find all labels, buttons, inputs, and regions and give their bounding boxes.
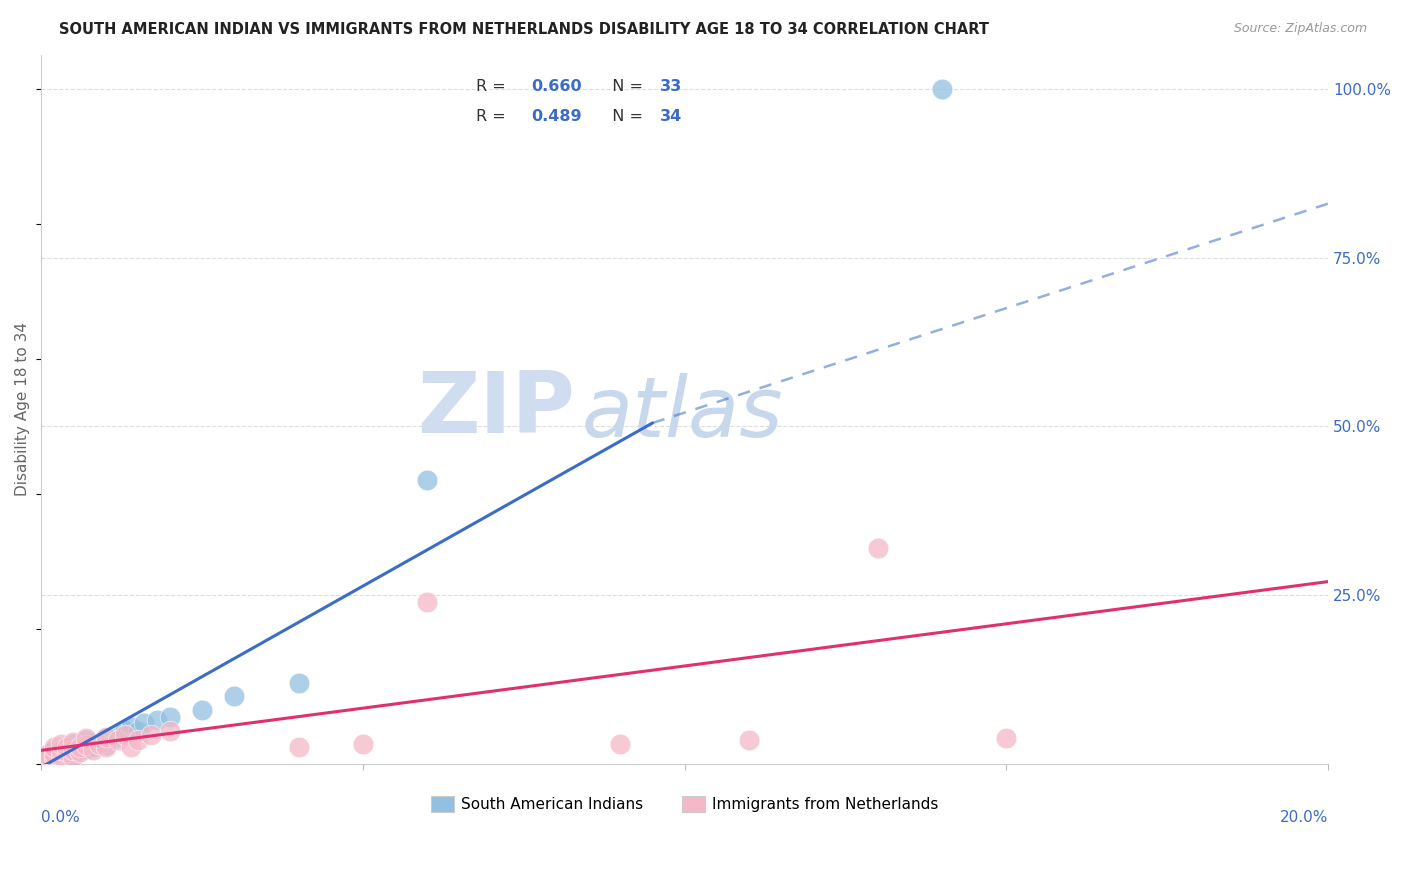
Text: N =: N = <box>602 110 648 124</box>
Point <box>49 745 72 759</box>
Point <box>75 738 97 752</box>
Point <box>94 738 117 752</box>
Point <box>49 750 72 764</box>
Point <box>287 676 309 690</box>
Point <box>416 474 439 488</box>
Point <box>37 750 59 764</box>
Text: R =: R = <box>477 78 512 94</box>
Point <box>995 731 1018 746</box>
Point <box>352 737 374 751</box>
Point <box>609 737 631 751</box>
Point <box>56 747 79 761</box>
Point <box>75 733 97 747</box>
Point <box>82 743 104 757</box>
Point <box>62 750 84 764</box>
Text: R =: R = <box>477 110 512 124</box>
Y-axis label: Disability Age 18 to 34: Disability Age 18 to 34 <box>15 323 30 497</box>
Point <box>62 748 84 763</box>
Text: 33: 33 <box>661 78 682 94</box>
Point <box>82 739 104 754</box>
Text: SOUTH AMERICAN INDIAN VS IMMIGRANTS FROM NETHERLANDS DISABILITY AGE 18 TO 34 COR: SOUTH AMERICAN INDIAN VS IMMIGRANTS FROM… <box>59 22 988 37</box>
Text: Source: ZipAtlas.com: Source: ZipAtlas.com <box>1233 22 1367 36</box>
Point <box>287 739 309 754</box>
Point <box>69 743 91 757</box>
Point <box>127 733 149 747</box>
Text: 0.489: 0.489 <box>531 110 582 124</box>
Point <box>738 733 761 747</box>
Point <box>114 729 136 743</box>
Text: N =: N = <box>602 78 648 94</box>
Point <box>62 735 84 749</box>
Point <box>127 724 149 739</box>
Point <box>416 595 439 609</box>
Point <box>42 739 65 754</box>
Point <box>120 720 142 734</box>
Point <box>107 730 129 744</box>
Legend: South American Indians, Immigrants from Netherlands: South American Indians, Immigrants from … <box>423 789 946 820</box>
Point <box>94 731 117 746</box>
Point <box>159 709 181 723</box>
Point <box>49 737 72 751</box>
Point <box>107 733 129 747</box>
Point <box>120 739 142 754</box>
Point <box>49 739 72 754</box>
Point <box>134 716 156 731</box>
Point <box>37 747 59 761</box>
Point <box>146 713 169 727</box>
Point <box>37 751 59 765</box>
Point <box>42 743 65 757</box>
Point <box>62 743 84 757</box>
Text: 0.0%: 0.0% <box>41 810 80 825</box>
Point <box>94 739 117 754</box>
Point <box>139 729 162 743</box>
Text: 20.0%: 20.0% <box>1279 810 1329 825</box>
Point <box>89 737 111 751</box>
Point <box>75 731 97 746</box>
Point <box>94 730 117 744</box>
Point <box>37 748 59 763</box>
Point <box>62 745 84 759</box>
Point <box>931 82 953 96</box>
Text: 34: 34 <box>661 110 682 124</box>
Point <box>69 738 91 752</box>
Point <box>56 742 79 756</box>
Point <box>56 745 79 759</box>
Point <box>49 743 72 757</box>
Text: ZIP: ZIP <box>418 368 575 451</box>
Point <box>49 748 72 763</box>
Point <box>42 748 65 763</box>
Point <box>56 739 79 754</box>
Point <box>69 739 91 754</box>
Point <box>89 737 111 751</box>
Point <box>69 745 91 759</box>
Point <box>42 750 65 764</box>
Point <box>75 742 97 756</box>
Text: 0.660: 0.660 <box>531 78 582 94</box>
Point <box>866 541 889 555</box>
Text: atlas: atlas <box>582 373 783 453</box>
Point <box>62 737 84 751</box>
Point <box>114 723 136 737</box>
Point <box>191 703 214 717</box>
Point <box>42 751 65 765</box>
Point <box>42 747 65 761</box>
Point <box>224 690 246 704</box>
Point <box>159 724 181 739</box>
